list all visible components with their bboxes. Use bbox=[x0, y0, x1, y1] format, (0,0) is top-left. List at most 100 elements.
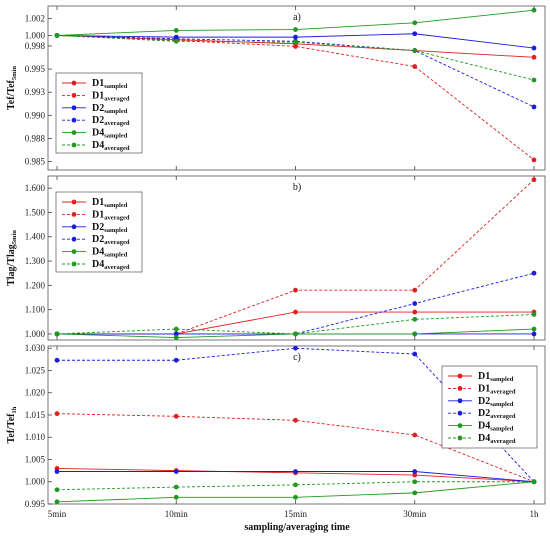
legend-marker-D4sampled bbox=[71, 249, 77, 255]
data-point-D4averaged bbox=[173, 484, 179, 490]
legend-marker-D2averaged bbox=[457, 410, 463, 416]
data-point-D4averaged bbox=[531, 77, 537, 83]
data-point-D2sampled bbox=[54, 469, 60, 474]
data-point-D1averaged bbox=[412, 287, 418, 293]
x-tick-label: 30min bbox=[403, 509, 427, 519]
y-tick-label: 1.002 bbox=[25, 14, 45, 24]
data-point-D4sampled bbox=[412, 331, 418, 337]
y-tick-label: 0.995 bbox=[25, 499, 46, 509]
data-point-D4sampled bbox=[293, 494, 298, 500]
data-point-D4averaged bbox=[173, 326, 179, 332]
legend-label-D1averaged: D1averaged bbox=[478, 383, 516, 395]
y-tick-label: 0.995 bbox=[25, 64, 46, 74]
legend-marker-D4averaged bbox=[71, 261, 77, 267]
data-point-D4sampled bbox=[173, 27, 179, 33]
data-point-D4averaged bbox=[54, 331, 60, 337]
y-tick-label: 0.985 bbox=[25, 157, 46, 167]
data-point-D2averaged bbox=[173, 357, 179, 363]
data-point-D4sampled bbox=[531, 7, 537, 13]
legend-marker-D2averaged bbox=[71, 117, 77, 123]
series-line-D2averaged bbox=[57, 272, 535, 335]
data-point-D4averaged bbox=[293, 331, 298, 337]
y-tick-label: 1.600 bbox=[25, 183, 46, 193]
y-tick-label: 0.993 bbox=[25, 87, 46, 97]
data-point-D4sampled bbox=[412, 20, 418, 26]
x-tick-label: 1h bbox=[530, 509, 540, 519]
legend-label-D1averaged: D1averaged bbox=[92, 209, 130, 221]
y-tick-label: 1.200 bbox=[25, 280, 46, 290]
data-point-D4averaged bbox=[54, 487, 60, 493]
legend-marker-D2sampled bbox=[71, 224, 77, 230]
x-tick-label: 5min bbox=[48, 509, 67, 519]
y-tick-label: 0.998 bbox=[25, 41, 46, 51]
y-tick-label: 1.100 bbox=[25, 305, 46, 315]
data-point-D4averaged bbox=[54, 33, 60, 38]
legend-box bbox=[441, 365, 538, 449]
y-tick-label: 1.005 bbox=[25, 454, 46, 464]
legend-label-D4sampled: D4sampled bbox=[92, 247, 128, 259]
legend-label-D4averaged: D4averaged bbox=[92, 259, 130, 271]
legend-box bbox=[55, 72, 143, 154]
data-point-D2averaged bbox=[173, 331, 179, 337]
legend-label-D2sampled: D2sampled bbox=[92, 222, 128, 234]
data-point-D1sampled bbox=[412, 472, 418, 478]
data-point-D4averaged bbox=[412, 316, 418, 322]
data-point-D4averaged bbox=[531, 312, 537, 317]
data-point-D4sampled bbox=[412, 490, 418, 496]
x-tick-label: 15min bbox=[284, 509, 308, 519]
legend-marker-D2sampled bbox=[71, 105, 77, 111]
legend-marker-D4sampled bbox=[71, 130, 77, 136]
x-axis-label: sampling/averaging time bbox=[244, 522, 350, 533]
data-point-D1averaged bbox=[531, 177, 537, 183]
legend-marker-D2averaged bbox=[71, 236, 77, 242]
data-point-D4sampled bbox=[173, 494, 179, 500]
data-point-D1sampled bbox=[293, 309, 298, 315]
y-tick-label: 1.000 bbox=[25, 329, 46, 339]
data-point-D1averaged bbox=[412, 64, 418, 69]
data-point-D2sampled bbox=[293, 34, 298, 40]
panel-3: 0.995 1.000 1.005 1.010 1.015 1.020 1.025 1.030… bbox=[6, 343, 546, 519]
y-tick-label: 1.025 bbox=[25, 365, 46, 375]
series-line-D1averaged bbox=[56, 413, 535, 483]
legend-label-D1sampled: D1sampled bbox=[478, 371, 514, 383]
panel-label: a) bbox=[293, 12, 301, 23]
legend-label-D4sampled: D4sampled bbox=[92, 128, 128, 140]
legend-marker-D1averaged bbox=[457, 386, 463, 391]
x-tick-label: 10min bbox=[165, 509, 189, 519]
data-point-D1sampled bbox=[412, 309, 418, 315]
legend-marker-D2sampled bbox=[457, 398, 463, 404]
legend-box bbox=[55, 191, 143, 273]
y-tick-label: 0.988 bbox=[25, 133, 46, 143]
data-point-D1averaged bbox=[293, 287, 298, 293]
y-tick-label: 1.500 bbox=[25, 207, 46, 217]
y-tick-label: 1.000 bbox=[25, 30, 46, 40]
plot-frame bbox=[47, 5, 546, 171]
legend-label-D4averaged: D4averaged bbox=[478, 433, 516, 445]
data-point-D2averaged bbox=[54, 357, 60, 363]
data-point-D2averaged bbox=[412, 301, 418, 306]
legend-marker-D4averaged bbox=[457, 435, 463, 441]
y-axis-label: Tef/Tef5min bbox=[6, 66, 18, 110]
legend-marker-D1averaged bbox=[71, 212, 77, 217]
data-point-D1averaged bbox=[293, 43, 298, 49]
legend-label-D1sampled: D1sampled bbox=[92, 197, 128, 209]
data-point-D2averaged bbox=[531, 104, 537, 110]
panel-label: c) bbox=[293, 352, 301, 363]
legend-label-D4sampled: D4sampled bbox=[478, 421, 514, 433]
y-tick-label: 1.030 bbox=[25, 343, 46, 353]
data-point-D2sampled bbox=[173, 469, 179, 474]
legend-label-D2averaged: D2averaged bbox=[92, 234, 130, 246]
y-tick-label: 0.990 bbox=[25, 110, 46, 120]
data-point-D4sampled bbox=[293, 27, 298, 32]
data-point-D2averaged bbox=[412, 351, 418, 357]
data-point-D2sampled bbox=[293, 469, 298, 474]
y-tick-label: 1.010 bbox=[25, 432, 46, 442]
y-tick-label: 1.015 bbox=[25, 410, 46, 420]
data-point-D4sampled bbox=[54, 499, 60, 505]
series-line-D2averaged bbox=[56, 34, 535, 108]
data-point-D1averaged bbox=[412, 432, 418, 438]
legend-label-D2sampled: D2sampled bbox=[478, 396, 514, 408]
data-point-D1averaged bbox=[531, 157, 537, 163]
data-point-D1averaged bbox=[293, 417, 298, 423]
